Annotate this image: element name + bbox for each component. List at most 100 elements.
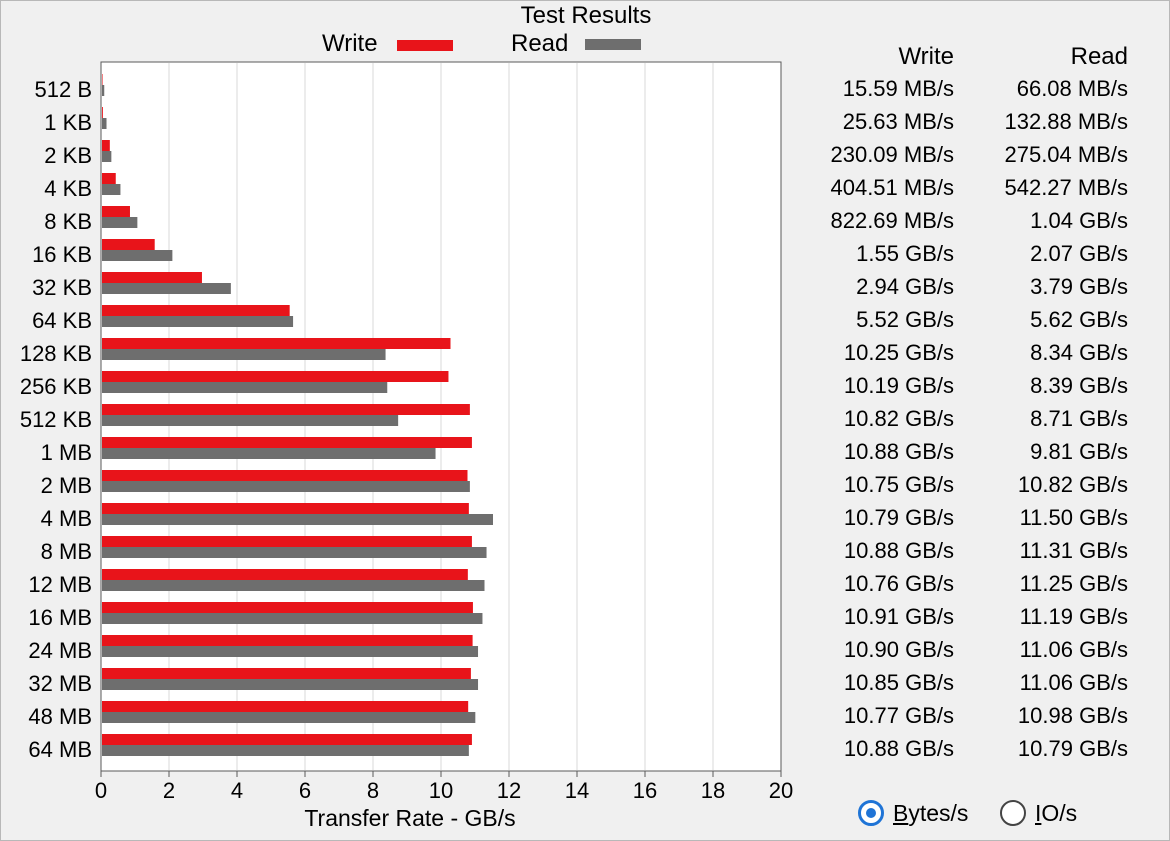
write-bar [102,437,472,448]
category-label: 32 MB [28,671,92,696]
io-per-second-radio[interactable] [1000,800,1026,826]
write-bar [102,668,471,679]
legend-write-swatch [397,40,453,51]
write-rate-value: 5.52 GB/s [856,307,954,332]
write-rate-value: 10.19 GB/s [843,373,954,398]
x-tick-label: 10 [429,778,453,803]
read-rate-value: 8.34 GB/s [1030,340,1128,365]
read-bar [102,646,479,657]
category-label: 12 MB [28,572,92,597]
read-bar [102,745,469,756]
write-bar [102,701,469,712]
read-bar [102,679,479,690]
write-column-header: Write [898,43,954,70]
read-bar [102,184,121,195]
category-label: 2 MB [41,473,92,498]
read-rate-value: 10.98 GB/s [1017,703,1128,728]
write-rate-value: 10.90 GB/s [843,637,954,662]
write-bar [102,173,116,184]
bytes-per-second-label[interactable]: Bytes/s [893,800,969,826]
read-bar [102,448,436,459]
write-bar [102,470,468,481]
read-rate-value: 542.27 MB/s [1004,175,1128,200]
read-bar [102,580,485,591]
category-label: 128 KB [20,341,92,366]
category-label: 64 KB [32,308,92,333]
read-rate-value: 11.25 GB/s [1019,571,1128,596]
read-rate-value: 11.19 GB/s [1019,604,1128,629]
category-label: 2 KB [44,143,92,168]
legend-read-label: Read [511,30,569,57]
read-bar [102,415,399,426]
bytes-per-second-radio[interactable] [858,800,884,826]
x-tick-label: 2 [163,778,175,803]
read-bar [102,250,173,261]
x-tick-label: 6 [299,778,311,803]
write-rate-value: 822.69 MB/s [830,208,954,233]
read-column-header: Read [1070,43,1128,70]
write-bar [102,635,473,646]
write-rate-value: 10.25 GB/s [843,340,954,365]
read-rate-value: 10.79 GB/s [1017,736,1128,761]
write-rate-value: 15.59 MB/s [842,76,954,101]
write-rate-value: 10.85 GB/s [843,670,954,695]
category-label: 16 KB [32,242,92,267]
read-bar [102,514,493,525]
x-tick-label: 20 [769,778,793,803]
write-rate-value: 404.51 MB/s [830,175,954,200]
x-tick-label: 8 [367,778,379,803]
legend-write-label: Write [322,30,378,57]
write-bar [102,272,202,283]
read-rate-value: 11.06 GB/s [1019,637,1128,662]
write-bar [102,536,472,547]
write-bar [102,74,103,85]
write-rate-value: 10.79 GB/s [843,505,954,530]
category-label: 256 KB [20,374,92,399]
write-rate-value: 10.88 GB/s [843,736,954,761]
write-rate-value: 1.55 GB/s [856,241,954,266]
category-label: 48 MB [28,704,92,729]
read-bar [102,283,231,294]
category-label: 1 KB [44,110,92,135]
read-bar [102,316,294,327]
read-bar [102,118,107,129]
read-bar [102,481,470,492]
category-label: 8 KB [44,209,92,234]
write-rate-value: 25.63 MB/s [842,109,954,134]
read-bar [102,382,388,393]
x-tick-label: 12 [497,778,521,803]
write-rate-value: 10.91 GB/s [843,604,954,629]
category-label: 4 MB [41,506,92,531]
x-tick-label: 14 [565,778,589,803]
write-bar [102,602,473,613]
legend-read-swatch [585,39,641,50]
write-rate-value: 2.94 GB/s [856,274,954,299]
write-rate-value: 10.76 GB/s [843,571,954,596]
write-bar [102,734,472,745]
category-label: 4 KB [44,176,92,201]
write-bar [102,305,290,316]
category-label: 1 MB [41,440,92,465]
x-tick-label: 16 [633,778,657,803]
read-bar [102,217,138,228]
read-rate-value: 8.39 GB/s [1030,373,1128,398]
write-rate-value: 230.09 MB/s [830,142,954,167]
read-rate-value: 5.62 GB/s [1030,307,1128,332]
read-rate-value: 2.07 GB/s [1030,241,1128,266]
category-label: 8 MB [41,539,92,564]
read-rate-value: 1.04 GB/s [1030,208,1128,233]
read-bar [102,349,386,360]
write-bar [102,239,155,250]
write-bar [102,140,110,151]
write-bar [102,371,449,382]
write-bar [102,569,468,580]
write-rate-value: 10.75 GB/s [843,472,954,497]
read-rate-value: 11.06 GB/s [1019,670,1128,695]
write-bar [102,206,130,217]
read-bar [102,151,112,162]
chart-title: Test Results [520,2,652,29]
read-rate-value: 66.08 MB/s [1016,76,1128,101]
io-per-second-label[interactable]: IO/s [1035,800,1078,826]
category-label: 24 MB [28,638,92,663]
